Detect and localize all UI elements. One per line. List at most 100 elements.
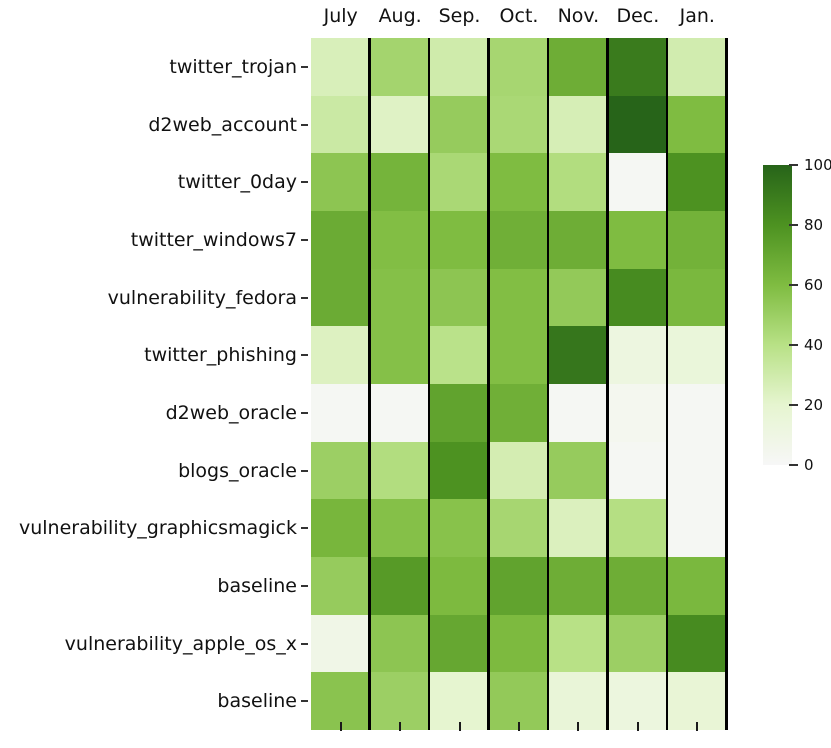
row-label: vulnerability_fedora bbox=[107, 286, 297, 309]
y-axis-tick bbox=[301, 642, 308, 645]
heatmap-cell bbox=[489, 499, 549, 557]
heatmap-cell bbox=[489, 153, 549, 211]
heatmap-cell bbox=[489, 38, 549, 96]
heatmap-cell bbox=[548, 38, 609, 96]
y-axis-tick bbox=[301, 238, 308, 241]
heatmap-cell bbox=[608, 441, 668, 500]
heatmap-cell bbox=[608, 268, 668, 327]
heatmap-cell bbox=[311, 326, 371, 384]
heatmap-cell bbox=[489, 95, 549, 154]
colorbar-tick bbox=[789, 464, 798, 466]
heatmap-cell bbox=[370, 211, 430, 269]
heatmap-cell bbox=[311, 672, 371, 730]
heatmap-cell bbox=[370, 441, 430, 500]
colorbar-tick-label: 40 bbox=[804, 336, 824, 354]
heatmap-cell bbox=[608, 557, 668, 615]
heatmap-cell bbox=[429, 326, 490, 384]
heatmap-cell bbox=[489, 268, 549, 327]
heatmap-cell bbox=[370, 672, 430, 730]
heatmap-cell bbox=[548, 153, 609, 211]
x-axis-tick bbox=[636, 722, 639, 731]
row-label: baseline bbox=[217, 690, 297, 713]
y-axis-tick bbox=[301, 354, 308, 357]
heatmap-cell bbox=[608, 38, 668, 96]
heatmap-cell bbox=[370, 326, 430, 384]
colorbar-tick-label: 20 bbox=[804, 396, 824, 414]
heatmap-cell bbox=[548, 268, 609, 327]
heatmap-cell bbox=[429, 672, 490, 730]
heatmap-cell bbox=[608, 614, 668, 673]
heatmap-cell bbox=[489, 557, 549, 615]
heatmap-cell bbox=[667, 211, 727, 269]
heatmap-cell bbox=[608, 499, 668, 557]
heatmap-cell bbox=[311, 557, 371, 615]
heatmap-cell bbox=[370, 153, 430, 211]
heatmap-cell bbox=[548, 326, 609, 384]
heatmap-cell bbox=[311, 384, 371, 442]
row-label: twitter_0day bbox=[177, 171, 297, 194]
y-axis-tick bbox=[301, 469, 308, 472]
colorbar-tick bbox=[789, 344, 798, 346]
x-axis-tick bbox=[458, 722, 461, 731]
heatmap-cell bbox=[489, 614, 549, 673]
heatmap-cell bbox=[608, 95, 668, 154]
heatmap-cell bbox=[311, 268, 371, 327]
heatmap-cell bbox=[429, 211, 490, 269]
heatmap-cell bbox=[667, 153, 727, 211]
heatmap-cell bbox=[548, 211, 609, 269]
heatmap-cell bbox=[667, 38, 727, 96]
heatmap-cell bbox=[370, 499, 430, 557]
colorbar-tick-label: 100 bbox=[804, 156, 831, 174]
heatmap-cell bbox=[608, 384, 668, 442]
heatmap-cell bbox=[429, 384, 490, 442]
heatmap-cell bbox=[429, 499, 490, 557]
heatmap-cell bbox=[429, 441, 490, 500]
column-header: Nov. bbox=[557, 5, 600, 27]
heatmap-cell bbox=[608, 326, 668, 384]
row-label: d2web_account bbox=[148, 113, 297, 136]
y-axis-tick bbox=[301, 65, 308, 68]
colorbar-tick bbox=[789, 284, 798, 286]
heatmap-cell bbox=[667, 441, 727, 500]
heatmap-cell bbox=[311, 95, 371, 154]
row-label: d2web_oracle bbox=[165, 401, 297, 424]
heatmap-cell bbox=[429, 557, 490, 615]
heatmap-cell bbox=[311, 441, 371, 500]
heatmap-cell bbox=[489, 384, 549, 442]
colorbar-tick bbox=[789, 404, 798, 406]
column-separator bbox=[427, 38, 431, 730]
colorbar-tick-label: 0 bbox=[804, 456, 814, 474]
heatmap-cell bbox=[548, 672, 609, 730]
heatmap-cell bbox=[548, 614, 609, 673]
heatmap-cell bbox=[667, 499, 727, 557]
heatmap-cell bbox=[608, 211, 668, 269]
colorbar-tick-label: 80 bbox=[804, 216, 824, 234]
column-separator bbox=[606, 38, 609, 730]
heatmap-cell bbox=[548, 441, 609, 500]
heatmap-cell bbox=[667, 326, 727, 384]
colorbar: 0 20 40 60 80 100 bbox=[763, 156, 831, 474]
heatmap-cell bbox=[429, 153, 490, 211]
column-header: Jan. bbox=[679, 5, 715, 27]
y-axis-tick bbox=[301, 181, 308, 184]
heatmap-cell bbox=[489, 672, 549, 730]
colorbar-gradient bbox=[763, 165, 792, 465]
column-separator bbox=[725, 38, 728, 730]
colorbar-tick-label: 60 bbox=[804, 276, 824, 294]
heatmap-cell bbox=[370, 614, 430, 673]
y-axis-tick bbox=[301, 296, 308, 299]
row-label: twitter_windows7 bbox=[130, 228, 297, 251]
column-separator bbox=[368, 38, 371, 730]
column-header: Sep. bbox=[438, 5, 481, 27]
x-axis-tick bbox=[339, 722, 342, 731]
heatmap-cell bbox=[311, 38, 371, 96]
row-label: blogs_oracle bbox=[178, 459, 297, 482]
column-header: Aug. bbox=[378, 5, 422, 27]
heatmap-cell bbox=[311, 499, 371, 557]
column-separator bbox=[665, 38, 669, 730]
heatmap-cell bbox=[429, 614, 490, 673]
heatmap-cell bbox=[667, 614, 727, 673]
heatmap-cell bbox=[548, 95, 609, 154]
column-header: Dec. bbox=[616, 5, 660, 27]
